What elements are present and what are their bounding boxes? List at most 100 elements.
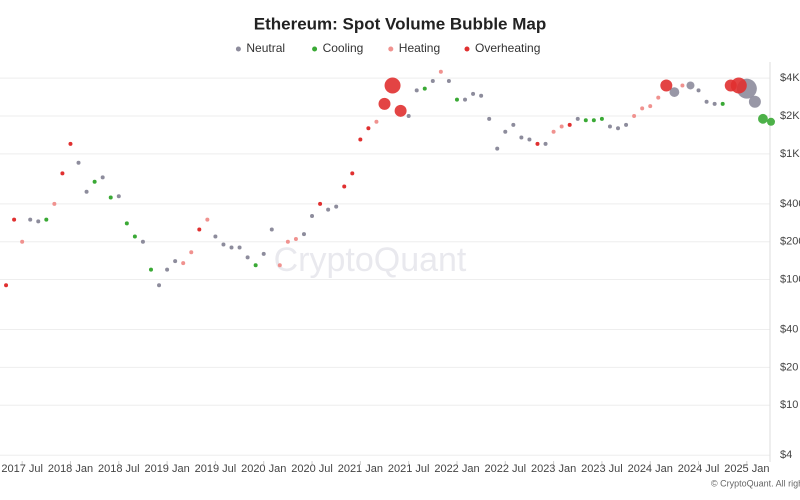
x-tick-label: 2022 Jul [484,463,526,475]
bubble [730,77,747,94]
y-tick-label: $40 [780,323,798,335]
bubble [4,283,9,288]
bubble [318,201,323,206]
bubble [696,88,701,93]
bubble [471,91,476,96]
bubble [124,221,129,226]
bubble [197,227,202,232]
y-tick-label: $1K [780,148,800,160]
bubble [479,93,484,98]
x-tick-label: 2018 Jul [98,463,140,475]
bubble [20,239,25,244]
bubble [76,160,81,165]
bubble [438,69,443,74]
bubble [669,87,680,97]
bubble [358,137,363,142]
bubble [181,261,186,266]
bubble [575,116,580,121]
bubble [68,141,73,146]
chart-title: Ethereum: Spot Volume Bubble Map [254,14,546,33]
bubble [414,88,419,93]
y-tick-label: $20 [780,361,798,373]
x-tick-label: 2024 Jan [628,463,673,475]
bubble [221,242,226,247]
bubble [551,129,556,134]
bubble [767,117,775,126]
bubble [108,195,113,200]
bubble [591,118,596,123]
bubble [132,234,137,239]
y-tick-label: $2K [780,110,800,122]
bubble [52,201,57,206]
bubble [261,251,266,256]
bubble [406,114,411,119]
bubble [599,116,604,121]
x-tick-label: 2023 Jan [531,463,576,475]
bubble [92,179,97,184]
bubble [285,239,290,244]
bubble [454,97,459,102]
bubble [229,245,234,250]
bubble [36,219,41,224]
bubble [527,137,532,142]
bubble [205,217,210,222]
bubble [189,250,194,255]
x-tick-label: 2022 Jan [434,463,479,475]
y-tick-label: $200 [780,236,800,248]
bubble [173,259,178,264]
bubble [680,83,685,88]
bubble [422,86,427,91]
bubble [624,122,629,127]
bubble [632,114,637,119]
bubble [616,126,621,131]
bubble [704,99,709,104]
x-tick-label: 2025 Jan [724,463,769,475]
legend-label: Cooling [323,41,364,55]
bubble [758,113,768,124]
watermark: CryptoQuant [274,241,467,279]
bubble [269,227,274,232]
bubble [374,119,379,124]
bubble [165,267,170,272]
bubble [543,141,548,146]
y-tick-label: $4 [780,449,792,461]
bubble [116,194,121,199]
legend-marker [388,46,394,52]
bubble [503,129,508,134]
bubble [446,78,451,83]
bubble [378,97,391,110]
bubble [100,175,105,180]
bubble [253,263,258,268]
bubble [720,101,725,106]
bubble [44,217,49,222]
x-tick-label: 2017 Jul [1,463,43,475]
legend-marker [235,46,241,52]
x-tick-label: 2019 Jan [144,463,189,475]
bubble [140,239,145,244]
bubble [712,101,717,106]
x-tick-label: 2024 Jul [678,463,720,475]
legend-label: Overheating [475,41,540,55]
bubble [384,77,401,94]
y-tick-label: $100 [780,273,800,285]
bubble [487,116,492,121]
bubble [84,189,89,194]
bubble [60,171,65,176]
bubble [342,184,347,189]
bubble [430,78,435,83]
x-tick-label: 2020 Jul [291,463,333,475]
x-tick-label: 2020 Jan [241,463,286,475]
bubble [495,146,500,151]
legend-marker [464,46,470,52]
bubble [245,255,250,260]
bubble [656,95,661,100]
bubble [277,263,282,268]
bubble [535,141,540,146]
bubble [350,171,355,176]
bubble [519,135,524,140]
y-tick-label: $4K [780,72,800,84]
bubble [326,207,331,212]
bubble [310,214,315,219]
bubble [607,124,612,129]
